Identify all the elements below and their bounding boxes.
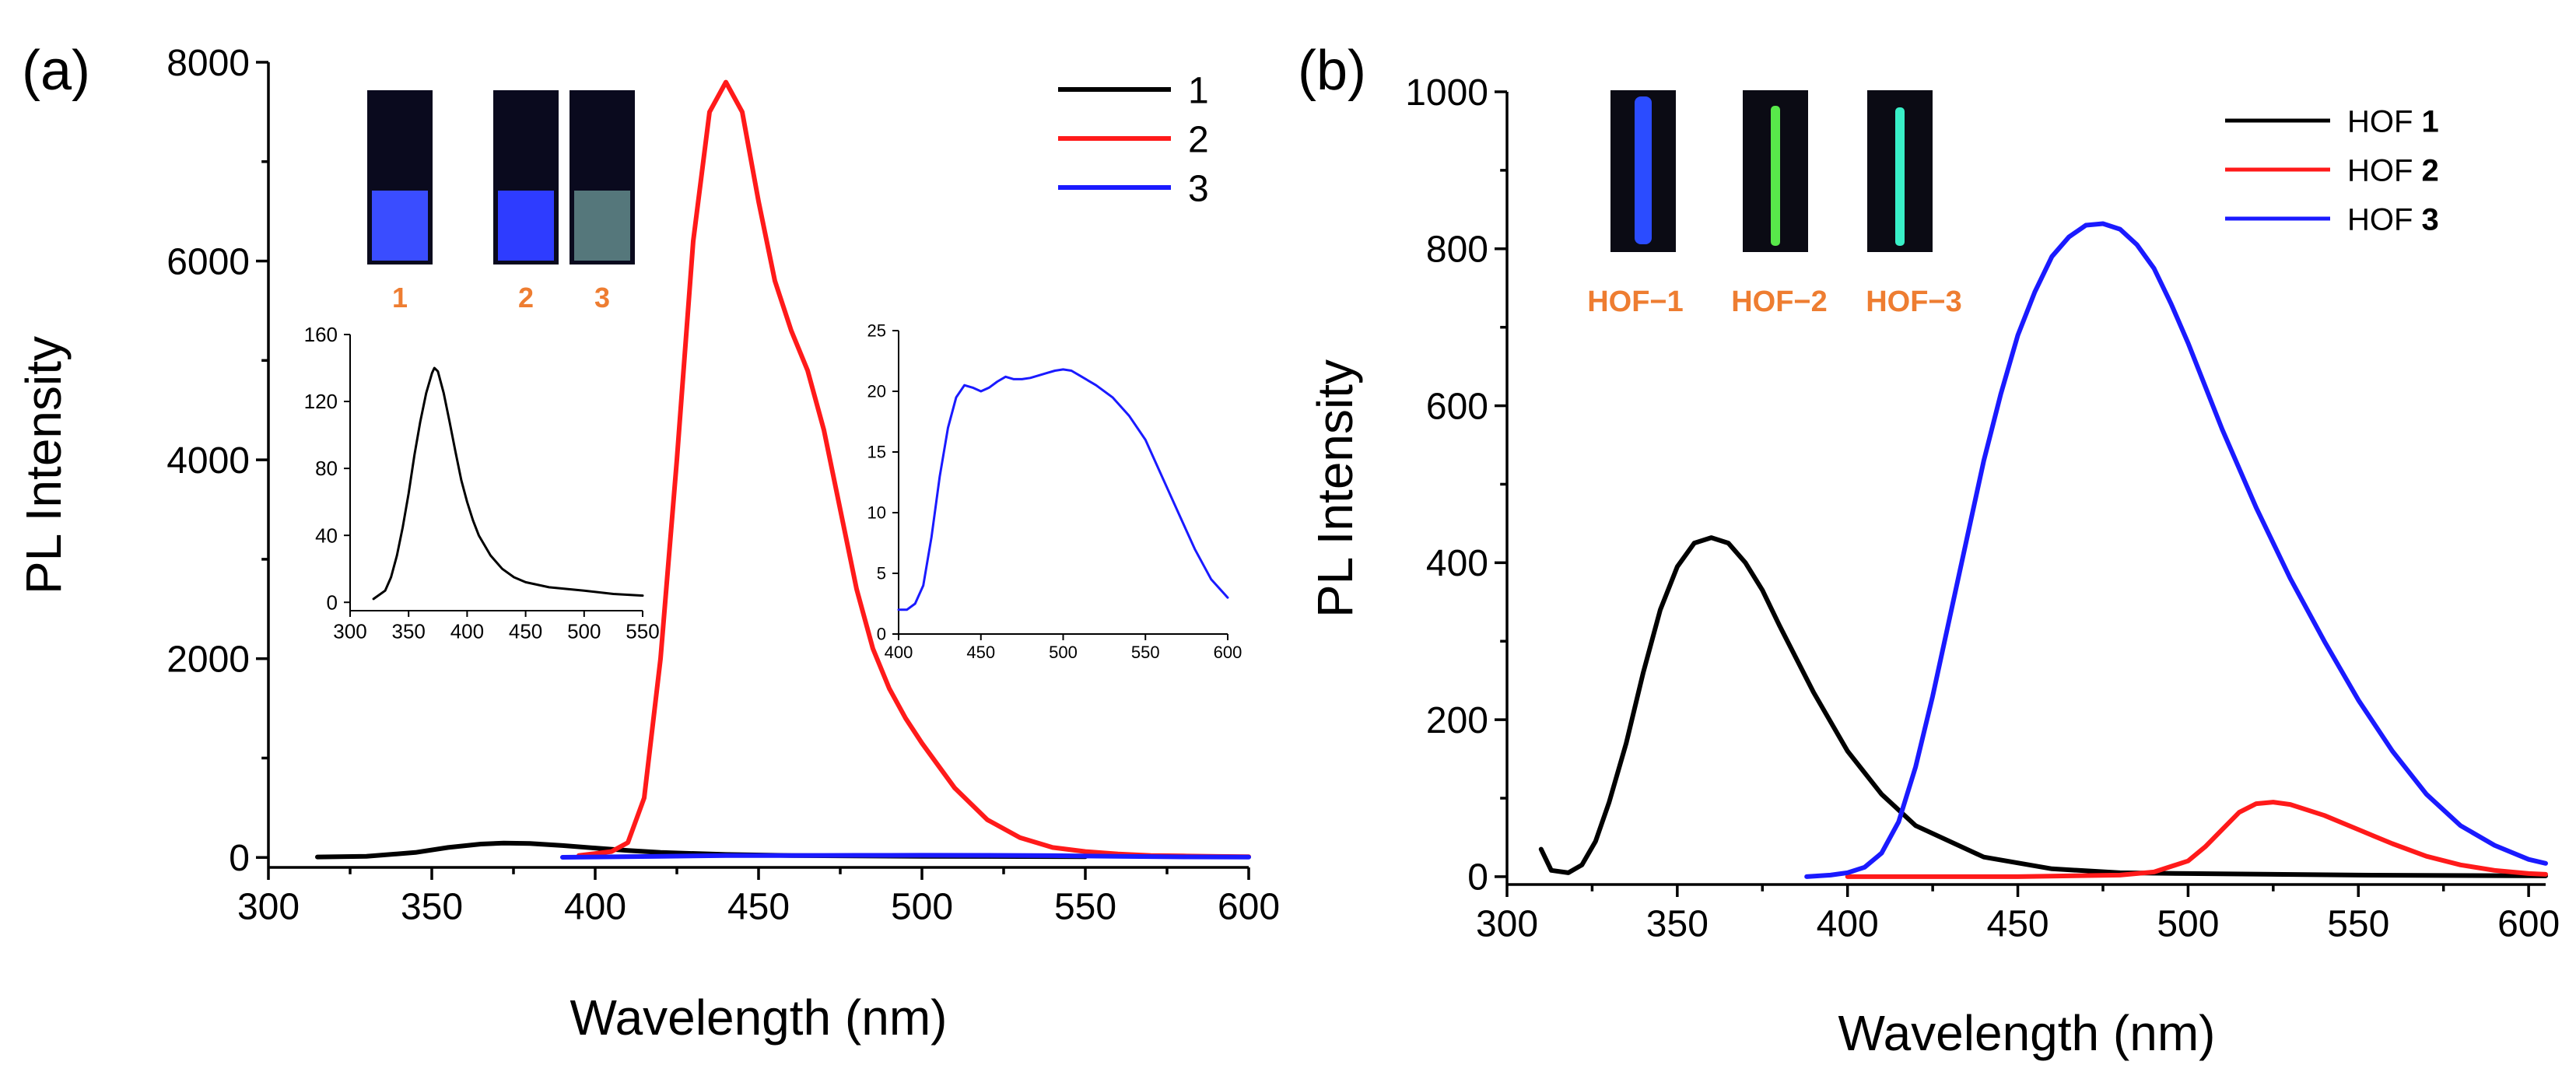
b_main-y-axis-label: PL Intensity	[1307, 359, 1363, 618]
crystal-glow-hof-1	[1635, 96, 1652, 244]
b_main-y-tick-label: 400	[1426, 543, 1488, 584]
a_main-x-tick-label: 450	[727, 886, 790, 927]
a_inset2-y-tick-label: 10	[867, 503, 886, 523]
a_main-x-tick-label: 600	[1218, 886, 1280, 927]
b_main-series-line-hof-3	[1804, 221, 2548, 879]
a_main-y-axis-label: PL Intensity	[16, 336, 72, 594]
a_main-legend-label: 1	[1188, 70, 1209, 111]
a_inset1-y-tick-label: 0	[327, 590, 338, 614]
b_main-x-tick-label: 300	[1476, 903, 1538, 944]
panel-b-label: (b)	[1298, 40, 1366, 102]
a_inset2-y-tick-label: 5	[877, 564, 886, 583]
a_inset1-y-tick-label: 40	[315, 524, 338, 547]
a_inset2-y-tick-label: 20	[867, 382, 886, 401]
a_inset1-y-tick-label: 160	[304, 323, 338, 346]
a_main-x-axis-label: Wavelength (nm)	[570, 990, 948, 1046]
chart-a-main: 300 350 400 450 500 550 60002000400060008000Wa…	[16, 43, 1280, 1046]
a_main-legend-label: 3	[1188, 168, 1209, 209]
a_inset1-x-tick-label: 450	[509, 619, 542, 643]
a_main-x-tick-label: 500	[891, 886, 953, 927]
a_main-y-tick-label: 0	[229, 838, 250, 879]
photo-label-hof-3: HOF−3	[1866, 286, 1962, 318]
photo-label-hof-1: HOF−1	[1587, 286, 1684, 318]
b_main-y-tick-label: 200	[1426, 700, 1488, 741]
a_main-legend: 1 2 3	[1058, 70, 1209, 209]
a_main-legend-label: 2	[1188, 119, 1209, 160]
b_main-y-tick-label: 0	[1467, 857, 1488, 899]
b_main-series-line-hof-2	[1845, 800, 2548, 879]
a_inset2-x-tick-label: 600	[1214, 643, 1242, 662]
a_main-x-tick-label: 400	[564, 886, 626, 927]
b_main-y-tick-label: 1000	[1405, 72, 1488, 114]
a_inset2-x-tick-label: 450	[966, 643, 995, 662]
a_inset2-y-tick-label: 0	[877, 625, 886, 644]
b_main-y-tick-label: 800	[1426, 229, 1488, 271]
a_inset2-x-tick-label: 400	[885, 643, 913, 662]
a_inset1-x-tick-label: 300	[333, 619, 366, 643]
a_inset1-x-tick-label: 500	[567, 619, 601, 643]
b_main-x-tick-label: 600	[2497, 903, 2560, 944]
b_main-legend-label: HOF 3	[2347, 202, 2439, 236]
panel-a: (a) 1 2 3 300 350 400 450 500 550 600020004000…	[16, 40, 1280, 1046]
a_inset2-y-tick-label: 15	[867, 443, 886, 462]
photo-label-2: 2	[518, 282, 534, 314]
panel-b-photos: HOF−1 HOF−2 HOF−3	[1587, 90, 1962, 318]
a_inset2-y-tick-label: 25	[867, 321, 886, 341]
a_inset1-y-tick-label: 120	[304, 390, 338, 413]
photo-label-1: 1	[392, 282, 408, 314]
a_main-y-tick-label: 6000	[166, 241, 250, 282]
a_inset2-series-line-3	[897, 368, 1229, 611]
chart-b-main: 300 350 400 450 500 550 600 0 200 400 600 800 1000 Wa…	[1307, 72, 2560, 1061]
a_main-y-tick-label: 2000	[166, 639, 250, 680]
b_main-x-tick-label: 450	[1987, 903, 2049, 944]
a_inset1-x-tick-label: 550	[626, 619, 659, 643]
vial-glow-1	[372, 191, 428, 261]
a_main-x-tick-label: 550	[1054, 886, 1116, 927]
b_main-x-tick-label: 500	[2157, 903, 2219, 944]
b_main-x-tick-label: 400	[1817, 903, 1879, 944]
a_inset2-x-tick-label: 500	[1049, 643, 1078, 662]
b_main-x-tick-label: 550	[2327, 903, 2389, 944]
photo-label-hof-2: HOF−2	[1731, 286, 1828, 318]
crystal-glow-hof-3	[1895, 107, 1905, 246]
chart-a-inset-2: 400 450 500 550 600 0 5 10 15 20 25	[867, 321, 1242, 662]
chart-a-inset-1: 300 350 400 450 500 550 0 40 80 120 160	[304, 323, 660, 643]
a_inset1-y-tick-label: 80	[315, 457, 338, 480]
b_main-y-tick-label: 600	[1426, 386, 1488, 427]
panel-a-photos: 1 2 3	[367, 90, 635, 314]
a_inset2-x-tick-label: 550	[1131, 643, 1160, 662]
a_main-series-line-2	[577, 79, 1251, 860]
panel-b: (b) HOF−1 HOF−2 HOF−3 300 350 400 450 500 550…	[1298, 40, 2560, 1061]
b_main-legend: HOF 1 HOF 2 HOF 3	[2225, 104, 2439, 236]
vial-glow-2	[498, 191, 554, 261]
b_main-legend-label: HOF 2	[2347, 153, 2439, 187]
b_main-x-axis-label: Wavelength (nm)	[1838, 1005, 2216, 1061]
a_main-y-tick-label: 4000	[166, 440, 250, 482]
vial-glow-3	[574, 191, 630, 261]
photo-label-3: 3	[594, 282, 610, 314]
a_main-series-line-3	[560, 853, 1251, 860]
b_main-series-line-hof-1	[1538, 535, 2548, 878]
b_main-legend-label: HOF 1	[2347, 104, 2439, 138]
a_inset1-x-tick-label: 400	[450, 619, 484, 643]
a_inset1-series-line-1	[372, 366, 644, 601]
crystal-glow-hof-2	[1771, 106, 1780, 246]
panel-a-label: (a)	[22, 40, 90, 102]
a_inset1-x-tick-label: 350	[392, 619, 426, 643]
a_main-y-tick-label: 8000	[166, 43, 250, 84]
a_main-x-tick-label: 350	[401, 886, 463, 927]
b_main-x-tick-label: 350	[1646, 903, 1709, 944]
a_main-x-tick-label: 300	[237, 886, 300, 927]
